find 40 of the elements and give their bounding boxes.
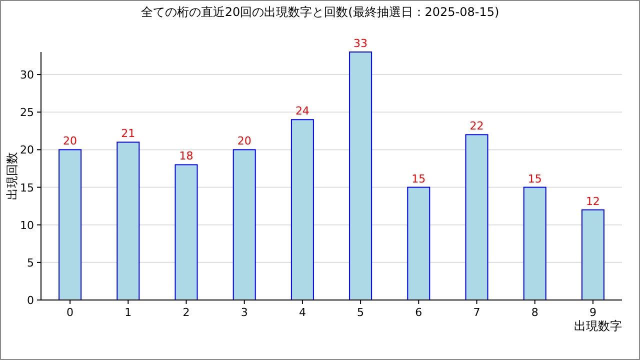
data-label: 12 xyxy=(586,194,600,208)
x-tick-label: 7 xyxy=(473,306,480,319)
data-label: 24 xyxy=(295,104,310,118)
data-label: 20 xyxy=(63,134,78,148)
data-label: 20 xyxy=(237,134,252,148)
bar xyxy=(407,186,430,300)
y-tick-label: 25 xyxy=(20,106,34,120)
bar xyxy=(349,52,372,300)
data-label: 15 xyxy=(412,172,426,186)
x-axis-title: 出現数字 xyxy=(574,319,622,333)
bar xyxy=(581,209,604,300)
x-tick-label: 3 xyxy=(240,306,248,319)
y-tick-label: 0 xyxy=(27,294,34,307)
y-tick-label: 30 xyxy=(20,68,34,82)
chart-title: 全ての桁の直近20回の出現数字と回数(最終抽選日：2025-08-15) xyxy=(140,5,500,19)
bar xyxy=(232,149,256,300)
y-axis-title: 出現回数 xyxy=(5,152,19,200)
data-label: 21 xyxy=(121,127,136,140)
data-label: 22 xyxy=(470,120,484,133)
x-tick-label: 6 xyxy=(415,306,422,319)
y-tick-label: 10 xyxy=(20,218,34,232)
bar xyxy=(290,119,314,300)
x-tick-label: 4 xyxy=(298,306,306,319)
bar xyxy=(58,149,82,300)
x-tick-label: 8 xyxy=(531,306,538,319)
data-label: 18 xyxy=(179,150,194,163)
y-tick-label: 15 xyxy=(20,181,34,194)
bar xyxy=(174,164,198,300)
y-tick-label: 20 xyxy=(20,144,34,157)
x-tick-label: 9 xyxy=(589,306,596,319)
bar xyxy=(116,142,140,300)
data-label: 15 xyxy=(528,172,542,186)
x-tick-label: 2 xyxy=(182,306,190,319)
x-tick-label: 5 xyxy=(357,306,364,319)
bar xyxy=(523,186,546,300)
bar xyxy=(465,134,488,300)
x-tick-label: 1 xyxy=(124,306,132,319)
x-tick-label: 0 xyxy=(66,306,74,319)
data-label: 33 xyxy=(354,37,368,50)
y-tick-label: 5 xyxy=(27,256,34,270)
